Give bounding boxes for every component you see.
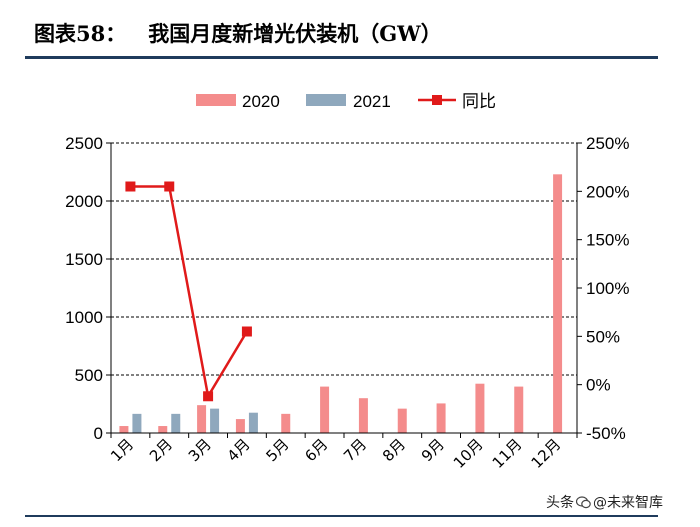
yoy-line (130, 185, 248, 400)
bar-2020 (320, 386, 330, 433)
x-tick-label: 12月 (528, 435, 565, 472)
legend-label-yoy: 同比 (462, 92, 496, 112)
y-left-tick-label: 2500 (65, 134, 103, 153)
bar-2020 (281, 413, 291, 433)
yoy-point (125, 181, 136, 192)
bar-2020 (553, 174, 563, 433)
bottom-rule (25, 515, 658, 517)
wechat-bubble-icon (576, 496, 591, 509)
bar-2021 (171, 413, 181, 433)
legend-swatch-2021 (306, 94, 346, 106)
bar-2020 (436, 403, 446, 433)
y-right-tick-label: 100% (586, 279, 629, 298)
bar-2021 (210, 408, 220, 433)
figure-caption: 我国月度新增光伏装机（GW） (148, 21, 442, 46)
bar-2020 (158, 426, 168, 433)
x-tick-label: 7月 (340, 435, 370, 465)
watermark-handle: @未来智库 (593, 495, 663, 511)
x-tick-label: 4月 (224, 435, 254, 465)
bar-2021 (248, 412, 258, 433)
chart-title: 图表58： 我国月度新增光伏装机（GW） (34, 18, 442, 48)
yoy-point (241, 326, 252, 337)
x-tick-label: 9月 (418, 435, 448, 465)
y-left-tick-label: 1500 (65, 250, 103, 269)
y-right-tick-label: -50% (586, 424, 626, 443)
y-left-tick-label: 1000 (65, 308, 103, 327)
legend-label-2020: 2020 (242, 92, 280, 111)
x-tick-label: 8月 (379, 435, 409, 465)
y-right-tick-label: 0% (586, 376, 611, 395)
x-tick-label: 6月 (301, 435, 331, 465)
y-right-tick-label: 200% (586, 182, 629, 201)
bar-2020 (235, 419, 245, 433)
bar-2020 (475, 383, 485, 433)
legend-swatch-2020 (196, 94, 236, 106)
y-left-tick-label: 2000 (65, 192, 103, 211)
bar-2020 (397, 408, 407, 433)
bar-2020 (358, 398, 368, 433)
x-tick-label: 11月 (489, 435, 526, 472)
x-tick-label: 2月 (146, 435, 176, 465)
bar-2020 (119, 426, 129, 433)
figure-number: 图表58： (34, 21, 127, 46)
y-right-tick-label: 50% (586, 327, 620, 346)
yoy-point (164, 181, 175, 192)
x-tick-label: 1月 (107, 435, 137, 465)
y-right-tick-label: 250% (586, 134, 629, 153)
y-left-tick-label: 0 (94, 424, 103, 443)
bar-2020 (514, 386, 524, 433)
bar-2021 (132, 413, 142, 433)
x-tick-label: 5月 (262, 435, 292, 465)
watermark-prefix: 头条 (546, 495, 574, 511)
x-tick-label: 10月 (450, 435, 487, 472)
legend-label-2021: 2021 (353, 92, 391, 111)
x-tick-label: 3月 (185, 435, 215, 465)
y-left-tick-label: 500 (75, 366, 103, 385)
bar-2020 (197, 405, 207, 433)
watermark: 头条 @未来智库 (546, 492, 663, 512)
title-rule (25, 56, 658, 59)
y-right-tick-label: 150% (586, 231, 629, 250)
legend-marker-yoy (432, 95, 442, 105)
yoy-point (203, 391, 214, 402)
